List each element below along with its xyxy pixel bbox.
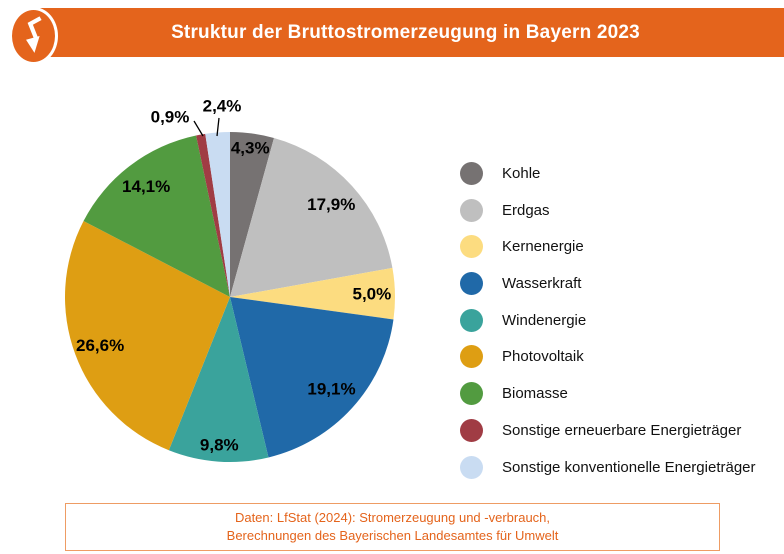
pie-slice-0 bbox=[230, 132, 274, 297]
pie-value-label-2: 5,0% bbox=[352, 285, 391, 304]
pie-slice-6 bbox=[83, 135, 230, 297]
legend-label: Windenergie bbox=[502, 311, 587, 329]
legend-color-dot bbox=[460, 235, 483, 259]
chart-legend: Kohle Erdgas Kernenergie Wasserkraft Windene… bbox=[460, 162, 756, 492]
legend-item-1: Erdgas bbox=[460, 198, 756, 222]
legend-color-dot bbox=[460, 272, 483, 296]
legend-item-7: Sonstige erneuerbare Energieträger bbox=[460, 418, 756, 442]
label-leader-line-7 bbox=[193, 120, 204, 137]
legend-label: Biomasse bbox=[502, 385, 568, 403]
legend-label: Kernenergie bbox=[502, 238, 584, 256]
legend-color-dot bbox=[460, 418, 483, 442]
legend-item-0: Kohle bbox=[460, 162, 756, 185]
pie-slice-1 bbox=[230, 137, 393, 297]
pie-value-label-4: 9,8% bbox=[200, 436, 239, 455]
legend-item-4: Windenergie bbox=[460, 308, 756, 332]
legend-item-5: Photovoltaik bbox=[460, 345, 756, 369]
legend-item-8: Sonstige konventionelle Energieträger bbox=[460, 455, 756, 479]
lightning-bolt-icon bbox=[19, 15, 49, 57]
label-leader-line-8 bbox=[216, 117, 220, 137]
pie-slice-5 bbox=[64, 221, 230, 451]
pie-value-label-8: 2,4% bbox=[203, 97, 242, 116]
legend-color-dot bbox=[460, 382, 483, 406]
pie-slice-3 bbox=[230, 297, 394, 458]
legend-label: Sonstige konventionelle Energieträger bbox=[502, 458, 756, 476]
pie-value-label-5: 26,6% bbox=[76, 336, 124, 355]
legend-item-2: Kernenergie bbox=[460, 235, 756, 259]
legend-color-dot bbox=[460, 308, 483, 332]
legend-item-3: Wasserkraft bbox=[460, 272, 756, 296]
legend-color-dot bbox=[460, 345, 483, 369]
pie-value-label-1: 17,9% bbox=[307, 195, 355, 214]
legend-color-dot bbox=[460, 455, 483, 479]
legend-label: Kohle bbox=[502, 165, 541, 182]
pie-slice-8 bbox=[205, 132, 230, 297]
legend-label: Photovoltaik bbox=[502, 348, 584, 366]
page-title: Struktur der Bruttostromerzeugung in Bay… bbox=[171, 21, 640, 43]
legend-label: Erdgas bbox=[502, 201, 550, 219]
legend-color-dot bbox=[460, 198, 483, 222]
pie-value-label-6: 14,1% bbox=[122, 177, 170, 196]
pie-value-label-0: 4,3% bbox=[231, 139, 270, 158]
legend-color-dot bbox=[460, 162, 483, 185]
pie-slice-4 bbox=[168, 297, 269, 462]
source-line-2: Berechnungen des Bayerischen Landesamtes… bbox=[226, 528, 559, 543]
source-line-1: Daten: LfStat (2024): Stromerzeugung und… bbox=[234, 510, 551, 525]
source-footer: Daten: LfStat (2024): Stromerzeugung und… bbox=[65, 503, 720, 551]
pie-value-label-3: 19,1% bbox=[307, 379, 355, 398]
pie-value-label-7: 0,9% bbox=[151, 108, 190, 127]
pie-slice-7 bbox=[196, 133, 230, 297]
legend-label: Wasserkraft bbox=[502, 275, 582, 293]
pie-slice-2 bbox=[230, 267, 395, 320]
legend-item-6: Biomasse bbox=[460, 382, 756, 406]
legend-label: Sonstige erneuerbare Energieträger bbox=[502, 421, 742, 439]
header-banner: Struktur der Bruttostromerzeugung in Bay… bbox=[27, 8, 784, 57]
logo bbox=[9, 7, 58, 65]
